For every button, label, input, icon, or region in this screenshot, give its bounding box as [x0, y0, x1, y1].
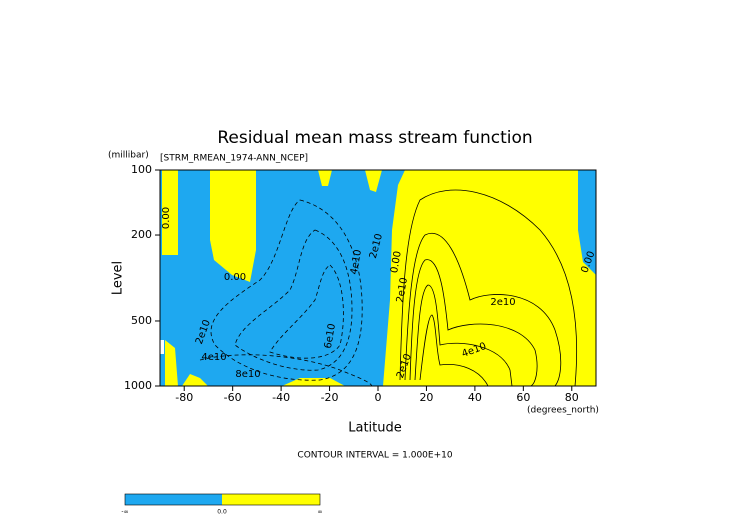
subtitle: [STRM_RMEAN_1974-ANN_NCEP]: [160, 154, 308, 164]
x-tick-label: 40: [468, 391, 482, 404]
contour-label: 6e10: [323, 323, 338, 350]
positive-contour: [404, 232, 562, 387]
colorbar-label: ∞: [318, 509, 323, 516]
y-axis-label: Level: [111, 261, 126, 295]
negative-contour: [234, 229, 353, 371]
missing-region: [160, 340, 164, 354]
x-tick-label: 0: [375, 391, 382, 404]
positive-region: [365, 170, 382, 192]
contour-label: 0.00: [389, 250, 404, 274]
contour-interval: CONTOUR INTERVAL = 1.000E+10: [297, 451, 452, 461]
x-tick-label: 60: [516, 391, 530, 404]
positive-region: [162, 170, 178, 255]
x-tick-label: -80: [175, 391, 193, 404]
positive-region: [210, 170, 256, 282]
y-tick-label: 500: [131, 314, 152, 327]
colorbar-frame: [124, 493, 321, 506]
x-tick-label: -40: [272, 391, 290, 404]
contour-label: 4e10: [349, 249, 364, 276]
positive-contour: [409, 259, 538, 387]
positive-region: [318, 170, 332, 186]
x-tick-label: -20: [321, 391, 339, 404]
contour-label: 2e10: [490, 297, 515, 308]
y-tick-label: 200: [131, 228, 152, 241]
colorbar-positive: [222, 494, 320, 505]
negative-contour: [210, 199, 363, 381]
colorbar-negative: [125, 494, 222, 505]
x-tick-label: 80: [565, 391, 579, 404]
x-tick-label: 20: [419, 391, 433, 404]
chart-title: Residual mean mass stream function: [217, 128, 532, 148]
contour-label: 0.00: [161, 207, 172, 229]
y-unit: (millibar): [108, 151, 149, 161]
plot-area: 0.000.000.00 0.002e104e106e108e102e102e10…: [160, 170, 597, 387]
positive-region: [383, 170, 596, 386]
contour-label: 8e10: [235, 369, 260, 380]
y-tick-label: 100: [131, 163, 152, 176]
contour-label: 4e10: [201, 352, 226, 363]
x-unit: (degrees_north): [527, 406, 599, 416]
x-tick-label: -60: [224, 391, 242, 404]
x-axis-label: Latitude: [348, 421, 402, 436]
contour-label: 2e10: [395, 277, 410, 304]
positive-contour: [399, 189, 578, 387]
positive-region: [165, 340, 178, 386]
colorbar-label: 0.0: [217, 509, 227, 516]
negative-contour: [269, 264, 344, 359]
positive-contour: [414, 284, 513, 387]
colorbar-label: -∞: [121, 509, 128, 516]
y-tick-label: 1000: [124, 379, 152, 392]
contour-label: 0.00: [224, 272, 246, 283]
positive-contour: [419, 314, 489, 387]
positive-region: [182, 374, 208, 386]
negative-contour: [199, 354, 373, 387]
